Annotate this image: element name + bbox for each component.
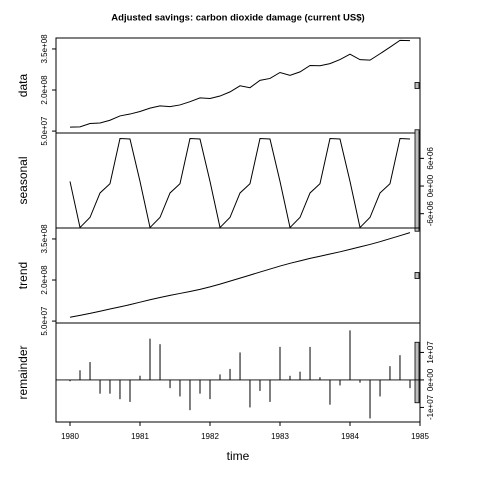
x-tick-label: 1982: [201, 432, 219, 441]
y-tick-label: 1e+07: [426, 341, 435, 364]
y-tick-label: 0e+00: [426, 174, 435, 197]
scale-bar: [414, 129, 420, 232]
y-tick-label: 6e+06: [426, 147, 435, 170]
chart-title: Adjusted savings: carbon dioxide damage …: [111, 13, 364, 24]
panel-label: trend: [16, 262, 30, 289]
y-tick-label: 0e+00: [426, 368, 435, 391]
y-tick-label: 3.5e+08: [40, 224, 49, 254]
x-tick-label: 1983: [271, 432, 289, 441]
scale-bar: [414, 82, 420, 89]
y-tick-label: 5.0e+07: [40, 116, 49, 146]
panel-label: seasonal: [16, 156, 30, 204]
scale-bar: [414, 272, 420, 279]
x-tick-label: 1980: [61, 432, 79, 441]
y-tick-label: -6e+06: [426, 201, 435, 227]
panel-label: remainder: [16, 345, 30, 399]
x-axis-label: time: [227, 449, 250, 463]
y-tick-label: -1e+07: [426, 394, 435, 420]
x-tick-label: 1981: [131, 432, 149, 441]
x-tick-label: 1984: [341, 432, 359, 441]
y-tick-label: 5.0e+07: [40, 306, 49, 336]
series-line: [69, 138, 411, 229]
panel-frame: [55, 37, 421, 134]
panel-label: data: [16, 73, 30, 97]
y-tick-label: 3.5e+08: [40, 34, 49, 64]
panel-frame: [55, 322, 421, 423]
y-tick-label: 2.0e+08: [40, 75, 49, 105]
series-line: [69, 232, 411, 318]
scale-bar: [414, 341, 420, 404]
y-tick-label: 2.0e+08: [40, 265, 49, 295]
x-tick-label: 1985: [411, 432, 429, 441]
series-line: [69, 39, 411, 128]
